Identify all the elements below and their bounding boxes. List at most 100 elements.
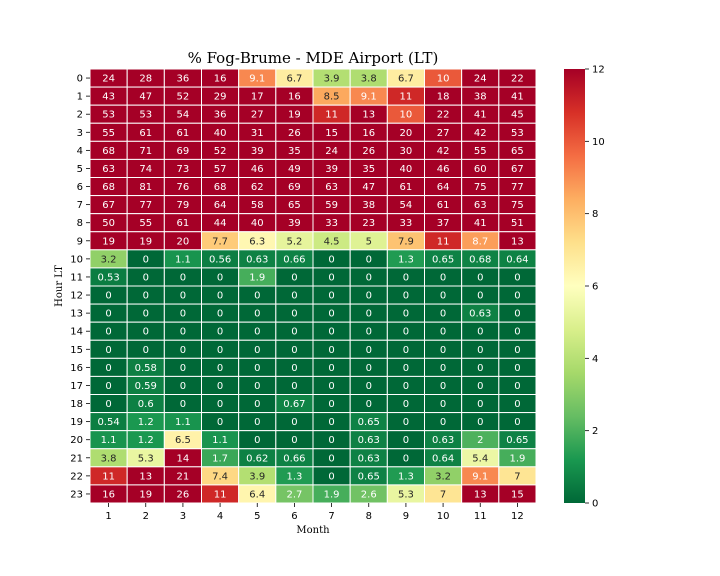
cell-value-label: 13 <box>474 489 487 500</box>
cell-value-label: 0 <box>440 363 446 374</box>
cell-value-label: 5 <box>366 236 372 247</box>
cell-value-label: 0.58 <box>135 363 157 374</box>
cell-value-label: 0 <box>180 363 186 374</box>
cell-value-label: 1.3 <box>286 471 302 482</box>
cell-value-label: 0 <box>403 381 409 392</box>
cell-value-label: 6.7 <box>398 74 414 85</box>
cell-value-label: 0 <box>403 345 409 356</box>
cell-value-label: 5.3 <box>138 453 154 464</box>
cell-value-label: 0 <box>291 309 297 320</box>
cell-value-label: 0 <box>366 327 372 338</box>
cell-value-label: 0 <box>440 381 446 392</box>
cell-value-label: 0.63 <box>432 435 454 446</box>
cell-value-label: 69 <box>288 182 301 193</box>
y-tick-label: 4 <box>77 146 83 157</box>
cell-value-label: 0 <box>105 291 111 302</box>
cell-value-label: 51 <box>511 218 524 229</box>
cell-value-label: 0.67 <box>283 399 305 410</box>
cell-value-label: 22 <box>511 74 524 85</box>
cell-value-label: 0 <box>143 254 149 265</box>
cell-value-label: 0 <box>514 399 520 410</box>
cell-value-label: 28 <box>139 74 152 85</box>
y-tick-label: 20 <box>70 435 83 446</box>
cell-value-label: 0 <box>477 291 483 302</box>
cell-value-label: 35 <box>288 146 301 157</box>
cell-value-label: 0.63 <box>358 435 380 446</box>
cell-value-label: 77 <box>511 182 524 193</box>
cell-value-label: 33 <box>325 218 338 229</box>
cell-value-label: 11 <box>214 489 227 500</box>
colorbar-tick-label: 2 <box>592 426 598 437</box>
cell-value-label: 0 <box>477 327 483 338</box>
cell-value-label: 39 <box>288 218 301 229</box>
cell-value-label: 0 <box>403 327 409 338</box>
cell-value-label: 1.7 <box>212 453 228 464</box>
cell-value-label: 7.4 <box>212 471 228 482</box>
cell-value-label: 77 <box>139 200 152 211</box>
colorbar-tick-label: 6 <box>592 282 598 293</box>
cell-value-label: 0 <box>403 272 409 283</box>
cell-value-label: 60 <box>474 164 487 175</box>
cell-value-label: 0.65 <box>506 435 528 446</box>
cell-value-label: 61 <box>437 200 450 211</box>
cell-value-label: 6.7 <box>286 74 302 85</box>
cell-value-label: 52 <box>177 92 190 103</box>
cell-value-label: 54 <box>400 200 413 211</box>
y-tick-label: 8 <box>77 218 83 229</box>
colorbar-tick-label: 4 <box>592 354 598 365</box>
cell-value-label: 42 <box>437 146 450 157</box>
cell-value-label: 1.1 <box>212 435 228 446</box>
cell-value-label: 63 <box>102 164 115 175</box>
chart-title: % Fog-Brume - MDE Airport (LT) <box>188 49 439 67</box>
cell-value-label: 0 <box>217 417 223 428</box>
cell-value-label: 0.65 <box>358 417 380 428</box>
cell-value-label: 69 <box>177 146 190 157</box>
cell-value-label: 79 <box>177 200 190 211</box>
cell-value-label: 0 <box>366 291 372 302</box>
cell-value-label: 0 <box>514 345 520 356</box>
cell-value-label: 19 <box>102 236 115 247</box>
cell-value-label: 3.9 <box>249 471 265 482</box>
cell-value-label: 0 <box>217 345 223 356</box>
cell-value-label: 0 <box>514 381 520 392</box>
colorbar-tick-label: 8 <box>592 209 598 220</box>
cell-value-label: 0 <box>440 272 446 283</box>
cell-value-label: 0 <box>254 381 260 392</box>
cell-value-label: 76 <box>177 182 190 193</box>
cell-value-label: 0 <box>180 345 186 356</box>
cell-value-label: 1.1 <box>175 254 191 265</box>
cell-value-label: 0.6 <box>138 399 154 410</box>
cell-value-label: 22 <box>437 110 450 121</box>
cell-value-label: 1.3 <box>398 471 414 482</box>
cell-value-label: 53 <box>139 110 152 121</box>
x-tick-label: 11 <box>474 511 487 522</box>
cell-value-label: 0.66 <box>283 254 305 265</box>
cell-value-label: 0 <box>105 363 111 374</box>
cell-value-label: 1.2 <box>138 417 154 428</box>
y-tick-label: 17 <box>70 381 83 392</box>
cell-value-label: 24 <box>102 74 115 85</box>
cell-value-label: 13 <box>362 110 375 121</box>
cell-value-label: 0 <box>143 309 149 320</box>
cell-value-label: 47 <box>139 92 152 103</box>
cell-value-label: 0 <box>217 399 223 410</box>
cell-value-label: 15 <box>325 128 338 139</box>
y-tick-label: 15 <box>70 345 83 356</box>
y-tick-label: 0 <box>77 74 83 85</box>
cell-value-label: 7 <box>514 471 520 482</box>
cell-value-label: 24 <box>325 146 338 157</box>
cell-value-label: 0.62 <box>246 453 268 464</box>
cell-value-label: 26 <box>288 128 301 139</box>
cell-value-label: 44 <box>214 218 227 229</box>
y-tick-label: 1 <box>77 92 83 103</box>
cell-value-label: 0 <box>217 381 223 392</box>
cell-value-label: 0 <box>105 399 111 410</box>
x-tick-label: 6 <box>291 511 297 522</box>
cell-value-label: 40 <box>251 218 264 229</box>
cell-value-label: 0 <box>143 345 149 356</box>
cell-value-label: 0 <box>105 327 111 338</box>
cell-value-label: 68 <box>102 182 115 193</box>
cell-value-label: 0 <box>217 291 223 302</box>
x-tick-label: 5 <box>254 511 260 522</box>
cell-value-label: 27 <box>251 110 264 121</box>
